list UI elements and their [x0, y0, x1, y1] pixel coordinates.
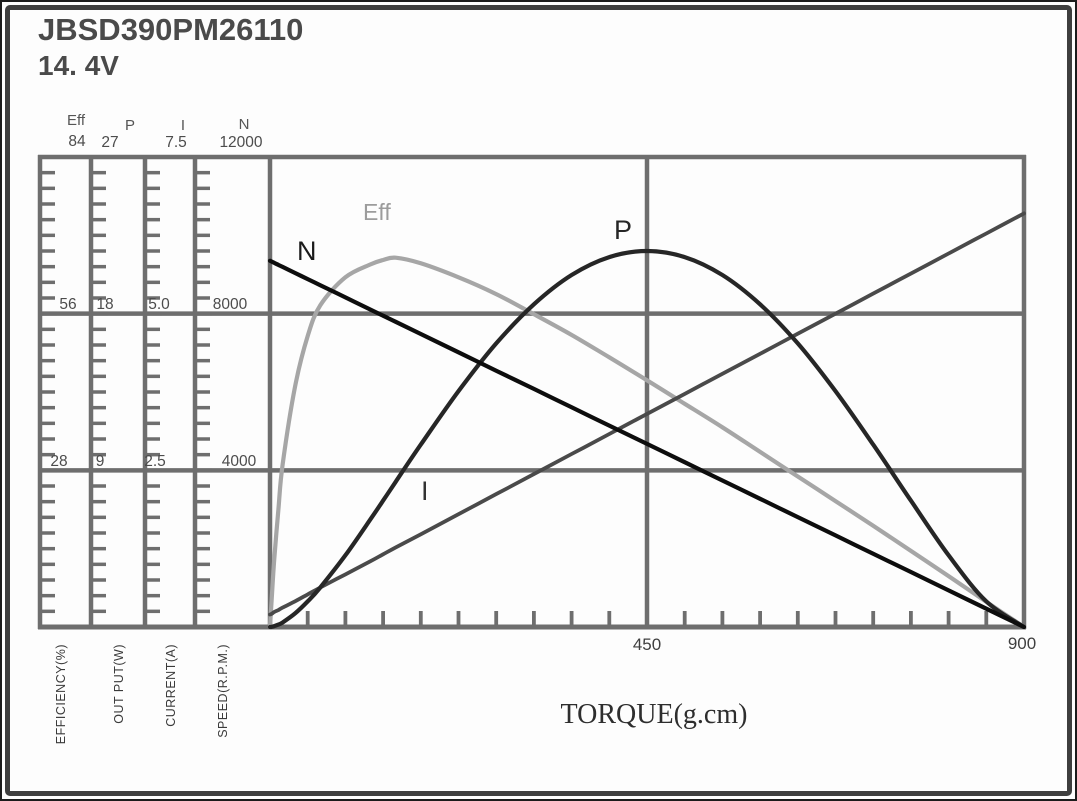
eff-scale-mid: 56 — [59, 296, 77, 313]
axis-header-i: I — [180, 117, 186, 134]
eff-scale-max: 84 — [68, 133, 86, 150]
curve-label-eff: Eff — [363, 199, 391, 225]
curve-n — [267, 258, 1027, 630]
curve-label-n: N — [297, 236, 317, 266]
curves — [267, 211, 1027, 630]
axis-header-eff: Eff — [66, 112, 86, 129]
n-scale-max: 12000 — [219, 134, 263, 151]
n-scale-low: 4000 — [221, 453, 257, 470]
voltage-label: 14. 4V — [38, 50, 119, 81]
axis-header-p: P — [124, 117, 135, 134]
curve-p — [267, 248, 1027, 630]
n-scale-mid: 8000 — [212, 296, 248, 313]
curve-label-i: I — [421, 476, 429, 506]
axis-header-n: N — [238, 116, 250, 133]
y-axis-title-current: CURRENT(A) — [164, 644, 178, 727]
curve-i — [268, 211, 1026, 617]
p-scale-mid: 18 — [96, 296, 114, 313]
x-tick-450: 450 — [632, 635, 662, 654]
eff-scale-low: 28 — [50, 453, 68, 470]
page-title: JBSD390PM26110 — [38, 12, 304, 47]
i-scale-max: 7.5 — [165, 134, 187, 151]
x-axis-ticks — [305, 611, 1026, 625]
y-axis-title-output: OUT PUT(W) — [112, 644, 126, 724]
y-axis-title-speed: SPEED(R.P.M.) — [216, 644, 230, 738]
i-scale-low: 2.5 — [144, 453, 166, 470]
mini-axis-ticks — [41, 170, 212, 614]
curve-eff — [267, 255, 1027, 630]
y-axis-title-efficiency: EFFICIENCY(%) — [54, 644, 68, 745]
i-scale-mid: 5.0 — [148, 296, 170, 313]
curve-label-p: P — [614, 215, 633, 245]
x-tick-900: 900 — [1007, 634, 1037, 653]
x-axis-title: TORQUE(g.cm) — [560, 699, 748, 730]
p-scale-max: 27 — [101, 134, 119, 151]
p-scale-low: 9 — [95, 453, 105, 470]
